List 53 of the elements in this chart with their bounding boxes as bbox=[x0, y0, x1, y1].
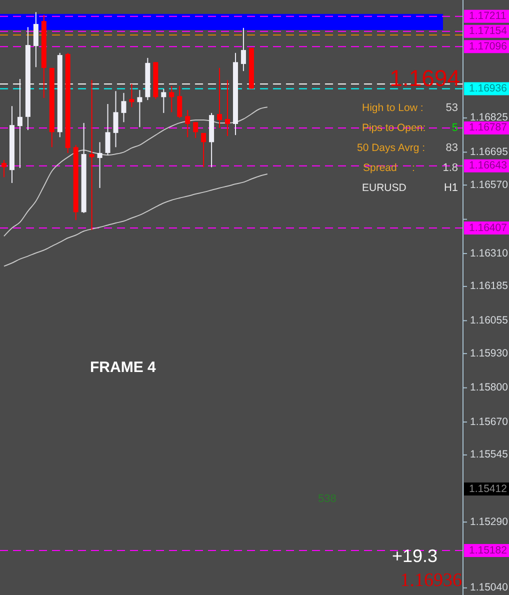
y-tick-label: 1.15545 bbox=[470, 448, 508, 461]
y-tick-label: 1.16185 bbox=[470, 280, 508, 292]
y-tick-label: 1.15800 bbox=[470, 382, 508, 394]
candlestick bbox=[17, 78, 22, 168]
candlestick bbox=[113, 90, 118, 148]
candlestick bbox=[201, 132, 206, 168]
candlestick bbox=[105, 103, 110, 156]
annotation: 5 bbox=[452, 122, 458, 134]
ref-line-label: 1.16787 bbox=[469, 122, 508, 134]
y-tick-label: 1.16055 bbox=[470, 314, 508, 326]
y-tick-label: 1.16570 bbox=[470, 178, 508, 191]
candlestick bbox=[240, 27, 246, 72]
candlestick bbox=[137, 90, 142, 128]
y-tick-label: 1.16695 bbox=[470, 146, 508, 158]
y-tick-label: 1.16825 bbox=[470, 112, 508, 124]
annotation: +19.3 bbox=[392, 546, 438, 566]
annotation: FRAME 4 bbox=[90, 359, 156, 376]
annotation: 50 Days Avrg : bbox=[357, 142, 426, 154]
annotation: 83 bbox=[446, 142, 458, 154]
candlestick bbox=[185, 110, 190, 138]
ref-line-label: 1.16407 bbox=[469, 222, 508, 234]
annotation: 1.16936 bbox=[400, 570, 462, 591]
candlestick bbox=[1, 160, 6, 178]
y-tick-label: 1.16310 bbox=[470, 247, 508, 260]
y-tick-label: 1.15040 bbox=[470, 582, 508, 594]
text: 1.15412 bbox=[469, 482, 508, 495]
ref-line-label: 1.17211 bbox=[469, 10, 506, 22]
candlestick bbox=[161, 88, 166, 114]
candlestick bbox=[33, 12, 38, 68]
candlestick bbox=[89, 80, 94, 231]
line-series bbox=[3, 106, 268, 237]
line-series bbox=[3, 174, 268, 267]
annotation: 53 bbox=[446, 102, 458, 114]
candlestick bbox=[129, 83, 134, 108]
ref-line-label: 1.16643 bbox=[469, 160, 508, 172]
ref-line-label: 1.17096 bbox=[469, 40, 508, 52]
ref-line-label: 1.17154 bbox=[469, 25, 508, 38]
annotation: H1 bbox=[444, 182, 458, 194]
candlestick bbox=[217, 67, 222, 128]
y-tick-label: 1.15670 bbox=[470, 416, 508, 428]
y-tick-label: 1.15930 bbox=[470, 347, 508, 360]
annotation: : bbox=[412, 162, 415, 174]
ref-line-label: 1.16936 bbox=[469, 82, 508, 95]
annotation: High to Low : bbox=[362, 102, 424, 114]
ref-line-label: 1.15182 bbox=[469, 544, 508, 556]
candlestick bbox=[225, 80, 230, 137]
candlestick bbox=[193, 122, 198, 138]
candlestick bbox=[169, 86, 174, 113]
candlestick bbox=[97, 142, 102, 188]
y-tick-label: 1.15290 bbox=[470, 516, 508, 528]
annotation: EURUSD bbox=[362, 182, 407, 194]
candlestick bbox=[121, 92, 126, 123]
candlestick bbox=[177, 86, 182, 118]
